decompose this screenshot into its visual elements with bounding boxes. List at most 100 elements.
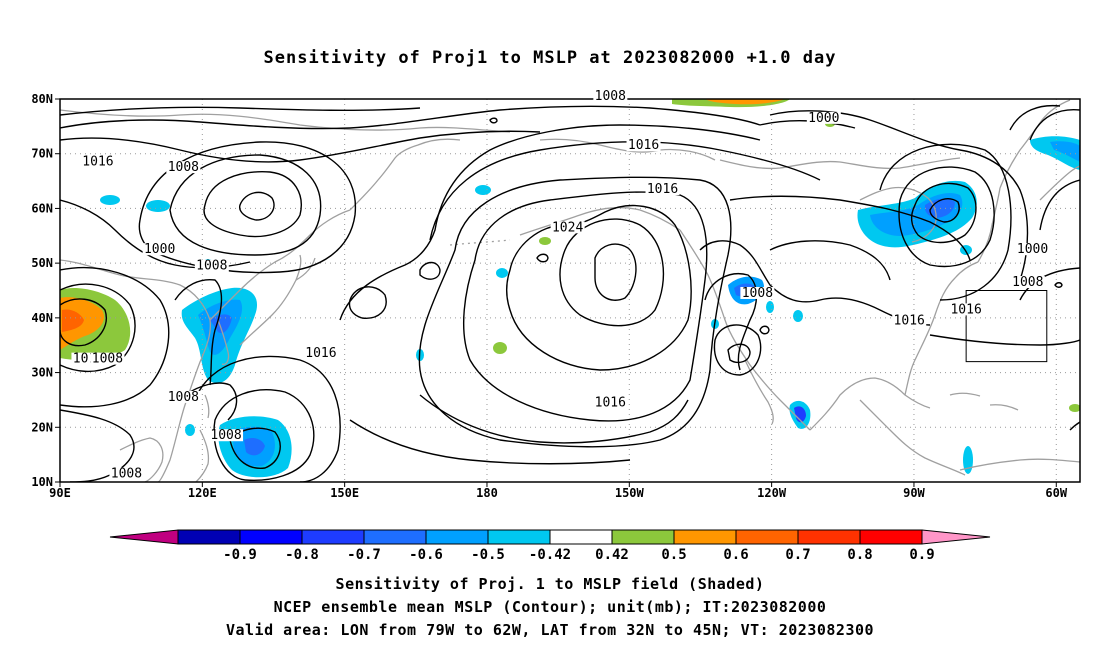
contour-line bbox=[1009, 104, 1061, 131]
sensitivity-shading bbox=[60, 99, 1080, 478]
coastline bbox=[959, 458, 1080, 471]
lon-tick-label: 120E bbox=[188, 486, 217, 500]
contour-label: 1008 bbox=[1012, 275, 1043, 290]
contour-label: 1008 bbox=[595, 89, 626, 104]
contour-line bbox=[60, 409, 135, 482]
contour-label: 1016 bbox=[894, 313, 925, 328]
colorbar-box bbox=[301, 529, 365, 545]
colorbar-box bbox=[425, 529, 489, 545]
contour-label-bg bbox=[194, 259, 229, 272]
caption-line-1: Sensitivity of Proj. 1 to MSLP field (Sh… bbox=[335, 575, 765, 593]
contour-label-bg bbox=[80, 155, 115, 168]
contour-line bbox=[429, 141, 821, 241]
colorbar-box bbox=[611, 529, 675, 545]
colorbar-label: -0.7 bbox=[347, 547, 381, 563]
coastlines bbox=[60, 99, 1080, 482]
coastline bbox=[209, 209, 351, 321]
contour-line bbox=[462, 191, 708, 422]
negative-sensitivity-region bbox=[793, 310, 803, 322]
positive-sensitivity-region bbox=[705, 99, 785, 105]
colorbar-label: -0.42 bbox=[529, 547, 571, 563]
contour-line bbox=[60, 130, 541, 163]
colorbar-label: -0.6 bbox=[409, 547, 443, 563]
negative-sensitivity-region bbox=[766, 301, 774, 313]
negative-sensitivity-region bbox=[475, 185, 491, 195]
contour-label: 1008 bbox=[168, 160, 199, 175]
lat-tick-label: 30N bbox=[31, 366, 53, 380]
contour-label-bg bbox=[1010, 276, 1045, 289]
contour-line bbox=[898, 166, 995, 268]
negative-sensitivity-region bbox=[185, 424, 195, 436]
lat-tick-label: 40N bbox=[31, 311, 53, 325]
negative-sensitivity-region bbox=[496, 268, 508, 278]
contour-label: 1008 bbox=[168, 390, 199, 405]
lat-tick-label: 80N bbox=[31, 92, 53, 106]
positive-sensitivity-region bbox=[493, 342, 507, 354]
colorbar: -0.9 -0.8 -0.7 -0.6 -0.5 -0.42 0.42 0.5 0.6 0.7 0.… bbox=[109, 529, 991, 563]
negative-sensitivity-region bbox=[794, 406, 806, 423]
mslp-contours bbox=[60, 104, 1080, 482]
contour-line bbox=[1069, 421, 1080, 431]
colorbar-extend-low bbox=[109, 529, 179, 545]
contour-label: 1000 bbox=[1017, 242, 1048, 257]
colorbar-extend-high bbox=[921, 529, 991, 545]
lon-tick-label: 150W bbox=[615, 486, 645, 500]
colorbar-box bbox=[859, 529, 923, 545]
lat-tick-label: 20N bbox=[31, 420, 53, 434]
contour-line bbox=[229, 427, 281, 469]
contour-line bbox=[1029, 108, 1080, 141]
contour-line bbox=[203, 171, 302, 238]
contour-label-bg bbox=[949, 303, 984, 316]
coastline bbox=[949, 392, 981, 397]
caption-line-2: NCEP ensemble mean MSLP (Contour); unit(… bbox=[273, 598, 827, 616]
lon-tick-label: 60W bbox=[1045, 486, 1067, 500]
contour-label-bg bbox=[142, 243, 177, 256]
contour-line bbox=[194, 355, 341, 482]
contour-line bbox=[929, 198, 960, 223]
contour-line bbox=[419, 261, 441, 280]
coastline bbox=[904, 359, 916, 396]
contour-label: 1016 bbox=[595, 395, 626, 410]
contour-label: 1008 bbox=[742, 286, 773, 301]
contour-label: 1008 bbox=[111, 467, 142, 482]
contour-line bbox=[929, 334, 1080, 346]
colorbar-label: 0.9 bbox=[909, 547, 934, 563]
caption-line-3: Valid area: LON from 79W to 62W, LAT fro… bbox=[225, 621, 875, 639]
coastline bbox=[989, 404, 1019, 411]
contour-line bbox=[1054, 282, 1063, 288]
contour-line bbox=[594, 243, 637, 301]
lat-tick-label: 70N bbox=[31, 147, 53, 161]
contour-line bbox=[759, 325, 770, 335]
contour-label: 1016 bbox=[82, 155, 113, 170]
positive-sensitivity-region bbox=[1069, 404, 1080, 412]
contour-label: 1000 bbox=[808, 111, 839, 126]
lat-tick-label: 60N bbox=[31, 201, 53, 215]
contour-label-bg bbox=[593, 396, 628, 409]
contour-label: 1008 bbox=[210, 428, 241, 443]
colorbar-label: 0.6 bbox=[723, 547, 748, 563]
map-frame bbox=[59, 98, 1081, 483]
coastline bbox=[1039, 165, 1080, 201]
contour-label-bg bbox=[1015, 243, 1050, 256]
negative-sensitivity-region bbox=[963, 446, 973, 474]
contour-label-bg bbox=[109, 467, 144, 480]
contour-line bbox=[239, 191, 275, 221]
contour-line bbox=[60, 106, 421, 116]
valid-area-box bbox=[965, 290, 1048, 363]
contour-labels: 1008101610001016101610081016102410241000… bbox=[71, 89, 1050, 482]
coastline bbox=[999, 99, 1071, 189]
contour-line bbox=[419, 394, 689, 444]
lon-tick-label: 180 bbox=[476, 486, 498, 500]
coastline bbox=[60, 259, 211, 482]
contour-line bbox=[213, 389, 315, 482]
contour-line bbox=[349, 419, 631, 465]
contour-label-bg bbox=[645, 183, 680, 196]
coastline bbox=[679, 229, 811, 431]
coastline bbox=[914, 261, 979, 361]
contour-line bbox=[699, 240, 931, 326]
contour-label-bg bbox=[90, 352, 125, 365]
coastline bbox=[977, 187, 1001, 263]
contour-line bbox=[536, 253, 549, 263]
contour-line bbox=[727, 343, 751, 364]
